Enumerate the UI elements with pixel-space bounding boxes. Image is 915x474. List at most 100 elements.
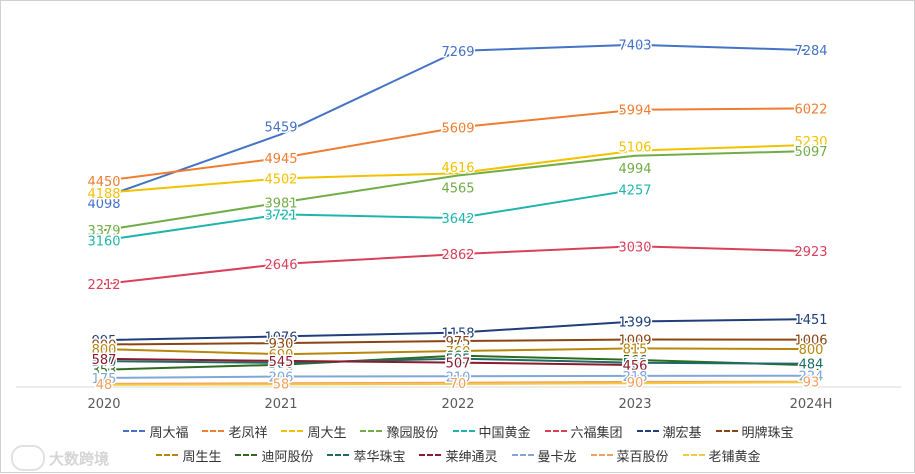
data-label: 451 (799, 359, 824, 374)
data-label: 587 (92, 353, 117, 368)
data-label: 93 (803, 376, 820, 391)
data-label: 1399 (618, 316, 651, 331)
data-label: 975 (446, 335, 471, 350)
legend-label: 周生生 (182, 449, 222, 465)
data-label: 353 (92, 364, 117, 379)
legend-item: 潮宏基 (636, 422, 702, 441)
legend-label: 明牌珠宝 (741, 425, 794, 441)
data-label: 484 (799, 358, 824, 373)
x-tick-label: 2024H (790, 397, 833, 412)
watermark-text: 大数跨境 (49, 449, 110, 468)
data-label: 5994 (618, 104, 651, 119)
legend-swatch (156, 454, 179, 456)
data-label: 760 (446, 345, 471, 360)
legend-row: 周生生 迪阿股份 萃华珠宝 莱绅通灵 曼卡龙 菜百股份 老铺黄金 (1, 443, 915, 467)
legend-label: 潮宏基 (662, 425, 702, 441)
data-label: 3160 (87, 234, 120, 249)
data-label: 1006 (794, 334, 827, 349)
data-label: 507 (446, 357, 471, 372)
data-label: 1009 (618, 333, 651, 348)
data-label: 456 (623, 359, 648, 374)
legend-item: 豫园股份 (360, 422, 439, 441)
x-tick-label: 2021 (264, 397, 297, 412)
data-label: 545 (269, 355, 294, 370)
data-label: 3642 (441, 212, 474, 227)
data-label: 70 (450, 377, 467, 392)
legend-swatch (590, 454, 613, 456)
series-line-10 (103, 357, 812, 365)
data-label: 4945 (264, 152, 297, 167)
legend-swatch (419, 454, 442, 456)
legend-label: 六福集团 (570, 425, 623, 441)
legend-swatch (636, 430, 659, 432)
series-line-9 (103, 354, 812, 371)
data-label: 4257 (618, 184, 651, 199)
data-label: 3981 (264, 196, 297, 211)
data-label: 660 (446, 350, 471, 365)
legend-swatch (360, 430, 383, 432)
series-line-3 (103, 150, 812, 232)
data-label: 4188 (87, 187, 120, 202)
legend-item: 萃华珠宝 (327, 446, 405, 465)
data-label: 210 (446, 370, 471, 385)
legend: 周大福 老凤祥 周大生 豫园股份 中国黄金 六福集团 潮宏基 明牌珠宝 周生生 迪阿股份 萃华珠宝 莱… (1, 419, 915, 467)
data-label: 2923 (794, 245, 827, 260)
series-line-11 (103, 357, 636, 366)
data-label: 4098 (87, 197, 120, 212)
data-label: 3721 (264, 208, 297, 223)
x-tick-label: 2023 (618, 397, 651, 412)
data-label: 1158 (441, 327, 474, 342)
data-label: 218 (623, 370, 648, 385)
legend-swatch (327, 454, 350, 456)
legend-row: 周大福 老凤祥 周大生 豫园股份 中国黄金 六福集团 潮宏基 明牌珠宝 (1, 419, 915, 443)
data-label: 5609 (441, 121, 474, 136)
watermark-logo-icon (11, 445, 45, 471)
legend-swatch (511, 454, 534, 456)
series-line-12 (103, 374, 812, 379)
series-line-8 (103, 347, 812, 356)
legend-label: 曼卡龙 (537, 449, 577, 465)
data-label: 7269 (441, 45, 474, 60)
data-label: 800 (92, 343, 117, 358)
legend-item: 曼卡龙 (511, 446, 577, 465)
data-label: 930 (269, 337, 294, 352)
legend-swatch (452, 430, 475, 432)
series-line-2 (103, 143, 812, 194)
data-label: 5230 (794, 135, 827, 150)
legend-item: 周大福 (123, 422, 188, 441)
legend-label: 老铺黄金 (708, 449, 761, 465)
watermark: 大数跨境 (11, 445, 109, 471)
legend-item: 迪阿股份 (235, 446, 313, 465)
legend-swatch (682, 454, 705, 456)
data-label: 5097 (794, 145, 827, 160)
legend-label: 迪阿股份 (261, 449, 314, 465)
data-label: 6022 (794, 102, 827, 117)
data-label: 566 (623, 354, 648, 369)
legend-item: 周生生 (156, 446, 221, 465)
legend-label: 豫园股份 (386, 425, 439, 441)
data-label: 3030 (618, 240, 651, 255)
data-label: 7403 (618, 39, 651, 54)
legend-label: 萃华珠宝 (353, 449, 406, 465)
data-label: 224 (799, 370, 824, 385)
series-line-14 (103, 381, 812, 386)
data-label: 175 (92, 372, 117, 387)
data-label: 4565 (441, 182, 474, 197)
legend-swatch (544, 430, 567, 432)
data-label: 206 (269, 371, 294, 386)
legend-swatch (123, 430, 146, 432)
data-label: 4450 (87, 175, 120, 190)
legend-label: 莱绅通灵 (445, 449, 498, 465)
legend-swatch (281, 430, 304, 432)
legend-swatch (235, 454, 258, 456)
x-tick-label: 2020 (87, 397, 120, 412)
series-line-13 (103, 380, 812, 385)
data-label: 2862 (441, 248, 474, 263)
data-label: 2212 (87, 278, 120, 293)
legend-swatch (202, 430, 225, 432)
data-label: 503 (623, 357, 648, 372)
legend-label: 菜百股份 (616, 449, 669, 465)
data-label: 90 (627, 376, 644, 391)
